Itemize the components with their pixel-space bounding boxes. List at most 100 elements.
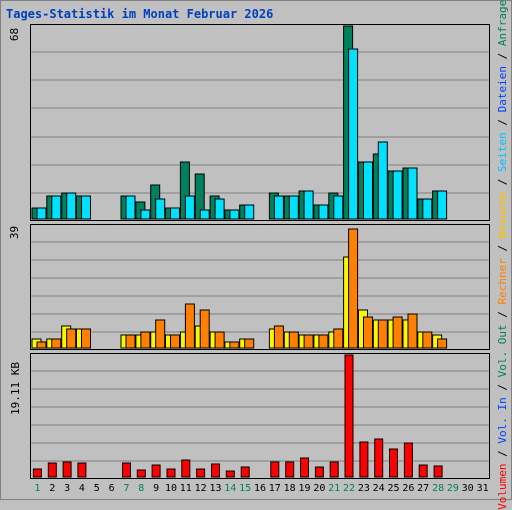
volume-bar-volumen-day-10 [166,468,176,478]
visits-bar-rechner-day-10 [170,334,180,349]
visits-bar-rechner-day-22 [348,228,359,349]
day-label-20: 20 [313,483,326,494]
visits-bar-rechner-day-21 [333,328,344,349]
visits-bar-rechner-day-13 [214,331,225,349]
volume-bar-volumen-day-12 [196,468,206,478]
day-label-9: 9 [153,483,160,494]
hits-bar-dateien-day-14 [229,209,240,220]
day-label-10: 10 [164,483,178,494]
hits-bar-dateien-day-27 [422,198,433,220]
visits-panel-border [30,224,490,350]
day-label-30: 30 [461,483,474,494]
day-label-14: 14 [224,483,237,494]
volume-bar-volumen-day-7 [122,462,131,478]
hits-bar-dateien-day-23 [363,161,373,220]
volume-bar-volumen-day-2 [47,462,57,478]
x-axis-day-labels: 1 2 3 4 5 6 7 8 9 10 11 12 13 14 15 16 17 18 19 20 21 22 23 24 2… [0,482,512,496]
visits-bar-rechner-day-4 [81,328,91,349]
visits-bar-rechner-day-14 [229,341,240,349]
hits-bar-dateien-day-8 [140,209,151,220]
day-label-18: 18 [283,483,296,494]
day-label-24: 24 [372,483,385,494]
visits-bar-rechner-day-20 [318,334,329,349]
visits-bar-rechner-day-9 [155,319,166,349]
hits-bar-dateien-day-22 [348,48,359,220]
volume-bar-volumen-day-19 [300,457,309,478]
day-label-6: 6 [108,483,115,494]
day-label-1: 1 [34,483,41,494]
visits-bar-rechner-day-27 [422,331,433,349]
hits-bar-dateien-day-7 [125,195,136,220]
day-label-16: 16 [253,483,267,494]
volume-bar-volumen-day-28 [433,465,443,478]
volume-bar-volumen-day-25 [389,448,398,478]
visits-bar-rechner-day-26 [407,313,418,349]
visits-bar-rechner-day-19 [303,334,314,349]
hits-bar-dateien-day-19 [303,190,314,220]
visits-bar-rechner-day-12 [199,309,210,349]
visits-bar-rechner-day-2 [51,338,62,349]
day-label-8: 8 [138,483,145,494]
volume-bar-volumen-day-18 [285,461,295,478]
volume-bar-volumen-day-26 [403,442,413,478]
chart-title: Tages-Statistik im Monat Februar 2026 [6,7,274,21]
visits-bar-rechner-day-11 [184,303,195,349]
day-label-17: 17 [268,483,281,494]
day-label-31: 31 [476,483,489,494]
hits-bar-dateien-day-4 [81,195,91,220]
day-label-3: 3 [64,483,71,494]
volume-bar-volumen-day-17 [270,461,280,478]
day-label-13: 13 [209,483,222,494]
volume-bar-volumen-day-14 [225,470,235,478]
hits-bar-dateien-day-25 [392,170,403,220]
volume-bar-volumen-day-9 [151,464,161,478]
volume-bar-volumen-day-13 [211,463,220,478]
day-label-22: 22 [342,483,356,494]
day-label-7: 7 [123,483,130,494]
visits-bar-rechner-day-17 [273,325,284,349]
hits-bar-dateien-day-10 [170,207,180,220]
hits-bar-dateien-day-26 [407,167,418,220]
visits-bar-rechner-day-3 [66,328,77,349]
volume-bar-volumen-day-1 [32,468,42,478]
hits-bar-dateien-day-17 [273,195,284,220]
visits-bar-rechner-day-8 [140,331,151,349]
day-label-11: 11 [179,483,192,494]
visits-bar-rechner-day-28 [437,338,448,349]
day-label-4: 4 [78,483,85,494]
hits-bar-dateien-day-3 [66,192,77,220]
hits-panel-border [30,24,490,221]
hits-bar-dateien-day-24 [377,141,388,220]
volume-bar-volumen-day-8 [136,469,146,478]
volume-bar-volumen-day-22 [344,354,354,478]
day-label-27: 27 [417,483,430,494]
day-label-19: 19 [298,483,311,494]
visits-bar-rechner-day-7 [125,334,136,349]
hits-bar-dateien-day-9 [155,198,166,220]
day-label-29: 29 [446,483,459,494]
hits-panel-bg [30,24,490,221]
hits-bar-dateien-day-12 [199,209,210,220]
day-label-5: 5 [93,483,100,494]
volume-panel-bg [30,353,490,479]
volume-bar-volumen-day-24 [374,438,384,478]
day-label-15: 15 [239,483,252,494]
visits-bar-rechner-day-15 [244,338,255,349]
volume-panel-border [30,353,490,479]
day-label-25: 25 [387,483,400,494]
volume-bar-volumen-day-23 [359,441,369,478]
hits-bar-dateien-day-20 [318,204,329,220]
volume-bar-volumen-day-21 [329,461,339,478]
day-label-28: 28 [432,483,445,494]
day-label-21: 21 [328,483,341,494]
volume-bar-volumen-day-4 [77,462,87,478]
hits-bar-dateien-day-2 [51,195,62,220]
hits-bar-dateien-day-21 [333,195,344,220]
hits-bar-dateien-day-1 [36,207,47,220]
hits-bar-dateien-day-15 [244,204,255,220]
volume-bar-volumen-day-15 [240,466,250,478]
day-label-2: 2 [49,483,56,494]
volume-bar-volumen-day-3 [62,461,72,478]
volume-bar-volumen-day-20 [314,466,324,478]
